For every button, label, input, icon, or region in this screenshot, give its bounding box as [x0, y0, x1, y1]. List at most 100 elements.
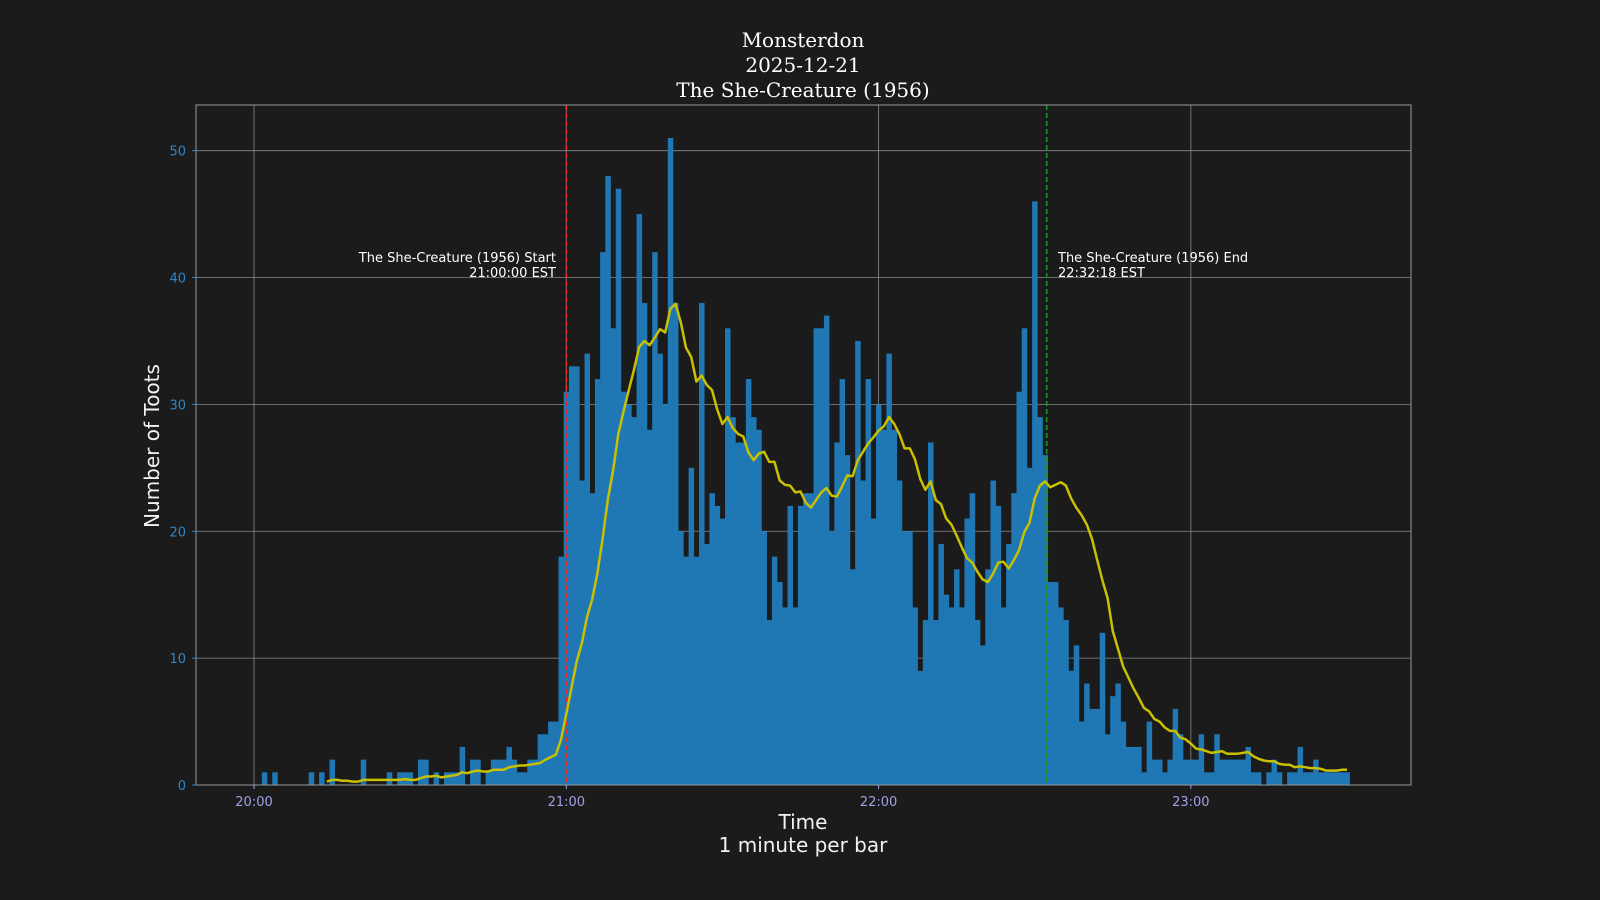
- x-tick-label: 21:00: [548, 795, 585, 810]
- bar: [782, 607, 788, 785]
- bar: [1130, 746, 1137, 785]
- bar: [360, 759, 367, 785]
- bar: [818, 328, 825, 785]
- bar: [522, 772, 528, 785]
- bar: [912, 607, 918, 785]
- bar: [1266, 772, 1272, 785]
- bar: [605, 176, 611, 785]
- plot-frame: [195, 104, 1412, 786]
- bar: [959, 607, 965, 785]
- bar: [1141, 772, 1147, 785]
- y-tick-label: 40: [169, 272, 186, 287]
- x-tick-label: 20:00: [235, 795, 272, 810]
- bar: [1042, 455, 1049, 785]
- bar: [844, 455, 851, 785]
- bar: [1099, 632, 1106, 785]
- bar: [849, 569, 856, 785]
- bar: [1333, 772, 1340, 785]
- bar: [1006, 543, 1012, 785]
- bar: [610, 328, 617, 785]
- event-lines: [565, 105, 1048, 785]
- bar: [1307, 772, 1314, 785]
- bar: [901, 531, 908, 785]
- bar: [574, 366, 580, 785]
- bar: [1094, 708, 1101, 785]
- y-axis-label: Number of Toots: [140, 364, 164, 528]
- bar: [1203, 772, 1210, 785]
- bar: [584, 353, 591, 785]
- start-annotation-line-1: The She-Creature (1956) Start: [358, 251, 556, 266]
- bar: [501, 759, 507, 785]
- bar: [1115, 683, 1121, 785]
- bar: [1146, 721, 1153, 785]
- bar: [938, 543, 944, 785]
- bar: [985, 569, 991, 785]
- bar: [1188, 759, 1194, 785]
- bar: [954, 569, 960, 785]
- bar: [1302, 772, 1309, 785]
- bar: [1271, 759, 1278, 785]
- bar: [1021, 328, 1028, 785]
- bar: [948, 607, 955, 785]
- bar: [709, 493, 715, 785]
- bar: [1240, 759, 1246, 785]
- start-annotation-line-2: 21:00:00 EST: [469, 266, 556, 281]
- bar: [433, 772, 440, 785]
- bar: [725, 328, 731, 785]
- bar: [964, 518, 970, 785]
- bar: [1339, 772, 1345, 785]
- bar: [813, 328, 820, 785]
- y-tick-label: 50: [169, 145, 186, 160]
- bar: [631, 417, 637, 785]
- bar: [855, 340, 861, 785]
- bar: [823, 315, 830, 785]
- y-tick-label: 0: [178, 779, 186, 794]
- bar: [454, 772, 460, 785]
- bar: [834, 442, 840, 785]
- bar: [933, 620, 939, 785]
- bar: [1032, 201, 1038, 785]
- bar: [1219, 759, 1225, 785]
- bar: [704, 543, 710, 785]
- bar: [886, 353, 892, 785]
- x-tick-label: 23:00: [1172, 795, 1209, 810]
- bar: [496, 759, 502, 785]
- bar: [756, 429, 762, 785]
- bar: [896, 480, 903, 785]
- bar: [527, 759, 533, 785]
- bar: [626, 404, 632, 785]
- bar: [1172, 708, 1179, 785]
- bar: [1162, 772, 1168, 785]
- bar: [1255, 772, 1262, 785]
- bar: [537, 734, 544, 785]
- bar: [891, 429, 898, 785]
- bar: [974, 620, 981, 785]
- bar: [308, 772, 315, 785]
- bar: [766, 620, 773, 785]
- bar: [719, 518, 726, 785]
- bar: [1198, 734, 1205, 785]
- bar: [922, 620, 929, 785]
- chart-title-line-2: 2025-12-21: [745, 53, 860, 77]
- bar: [745, 379, 752, 785]
- bar: [443, 772, 450, 785]
- bar: [699, 302, 705, 785]
- bar: [714, 505, 721, 785]
- bar: [558, 556, 565, 785]
- bar: [1068, 670, 1075, 785]
- bar: [928, 442, 934, 785]
- bar: [688, 467, 695, 785]
- bar: [1052, 582, 1059, 785]
- bar: [1136, 746, 1142, 785]
- y-tick-label: 20: [169, 525, 186, 540]
- bar: [990, 480, 996, 785]
- bar: [761, 531, 767, 785]
- bar: [1058, 607, 1064, 785]
- bar: [771, 556, 778, 785]
- bar: [860, 480, 866, 785]
- bar: [516, 772, 523, 785]
- y-tick-label: 30: [169, 398, 186, 413]
- ticks: 20:00 21:00 22:00 23:00 0 10 20 30 40 50: [169, 145, 1209, 810]
- bar: [1245, 746, 1252, 785]
